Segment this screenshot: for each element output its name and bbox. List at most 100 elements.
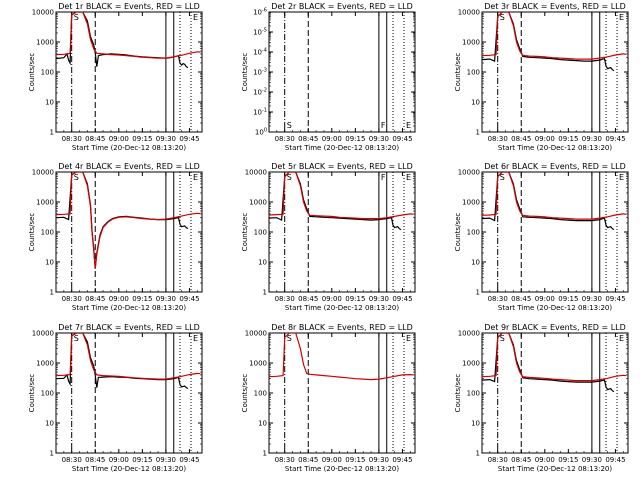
x-axis-label: Start Time (20-Dec-12 08:13:20) (72, 465, 186, 473)
y-axis-label: Counts/sec (28, 374, 36, 413)
x-tick-label: 08:30 (275, 135, 295, 143)
x-tick-label: 09:45 (605, 456, 625, 464)
y-tick-label: 10000 (245, 169, 267, 177)
x-axis-label: Start Time (20-Dec-12 08:13:20) (498, 304, 612, 312)
x-tick-label: 09:15 (345, 295, 365, 303)
x-tick-label: 08:30 (62, 456, 82, 464)
x-tick-label: 08:30 (488, 456, 508, 464)
x-axis-label: Start Time (20-Dec-12 08:13:20) (72, 144, 186, 152)
x-axis-label: Start Time (20-Dec-12 08:13:20) (285, 304, 399, 312)
series-events-line (482, 12, 615, 72)
x-tick-label: 09:15 (132, 135, 152, 143)
y-tick-label: 1000 (249, 199, 267, 207)
y-tick-label: 1000 (36, 199, 54, 207)
event-marker-label: F (381, 173, 386, 182)
x-tick-label: 09:00 (535, 135, 555, 143)
y-tick-label: 1 (50, 450, 54, 458)
event-marker-label: S (74, 13, 79, 22)
y-tick-label: 10 (471, 259, 480, 267)
x-tick-label: 09:15 (558, 135, 578, 143)
event-marker-label: S (287, 121, 292, 130)
y-axis-label: Counts/sec (241, 53, 249, 92)
panel-6: Det 6r BLACK = Events, RED = LLD 1 10 100 10… (454, 162, 629, 312)
x-tick-label: 09:45 (179, 295, 199, 303)
x-tick-label: 09:45 (392, 135, 412, 143)
x-tick-label: 09:00 (109, 295, 129, 303)
y-tick-label: 10000 (32, 330, 54, 338)
x-tick-label: 08:45 (511, 456, 531, 464)
y-tick-label: 10-4 (253, 48, 267, 57)
y-axis-label: Counts/sec (454, 53, 462, 92)
series-lld-line (482, 12, 627, 60)
panel-title: Det 3r BLACK = Events, RED = LLD (484, 2, 626, 11)
panel-1: Det 1r BLACK = Events, RED = LLD 1 10 100 10… (28, 2, 203, 152)
series-lld-line (269, 172, 414, 220)
y-tick-label: 1 (50, 129, 54, 137)
x-tick-label: 09:30 (369, 456, 389, 464)
event-marker-label: S (500, 173, 505, 182)
event-marker-label: E (406, 121, 411, 130)
y-tick-label: 100 (41, 390, 54, 398)
x-tick-label: 09:30 (156, 456, 176, 464)
event-marker-label: E (193, 173, 198, 182)
y-tick-label: 10 (471, 99, 480, 107)
panel-title: Det 8r BLACK = Events, RED = LLD (271, 323, 413, 332)
y-tick-label: 1 (263, 450, 267, 458)
x-axis-label: Start Time (20-Dec-12 08:13:20) (498, 144, 612, 152)
x-tick-label: 09:15 (558, 295, 578, 303)
y-tick-label: 10-5 (253, 28, 267, 37)
y-tick-label: 10 (45, 420, 54, 428)
x-tick-label: 09:30 (582, 295, 602, 303)
panel-title: Det 7r BLACK = Events, RED = LLD (58, 323, 200, 332)
x-tick-label: 08:30 (275, 456, 295, 464)
y-tick-label: 10 (45, 99, 54, 107)
panel-7: Det 7r BLACK = Events, RED = LLD 1 10 100 10… (28, 323, 203, 473)
x-tick-label: 09:45 (392, 456, 412, 464)
series-lld-line (56, 12, 201, 59)
event-marker-label: S (287, 334, 292, 343)
event-marker-label: E (619, 13, 624, 22)
x-tick-label: 09:15 (345, 456, 365, 464)
y-tick-label: 100 (467, 390, 480, 398)
event-marker-label: E (619, 334, 624, 343)
x-tick-label: 08:45 (511, 295, 531, 303)
y-tick-label: 1000 (249, 360, 267, 368)
event-marker-label: E (406, 334, 411, 343)
panel-4: Det 4r BLACK = Events, RED = LLD 1 10 100 10… (28, 162, 203, 312)
x-tick-label: 08:45 (298, 135, 318, 143)
panel-9: Det 9r BLACK = Events, RED = LLD 1 10 100 10… (454, 323, 629, 473)
x-tick-label: 08:45 (511, 135, 531, 143)
series-lld-line (482, 333, 627, 382)
x-tick-label: 09:30 (369, 295, 389, 303)
y-tick-label: 1 (476, 450, 480, 458)
y-tick-label: 100 (467, 229, 480, 237)
x-tick-label: 08:45 (85, 456, 105, 464)
y-tick-label: 100 (255, 128, 267, 137)
series-lld-line (56, 333, 201, 380)
event-marker-label: E (193, 13, 198, 22)
x-tick-label: 08:45 (298, 456, 318, 464)
series-lld-line (269, 333, 414, 381)
series-lld-line (56, 172, 201, 269)
x-tick-label: 09:15 (132, 456, 152, 464)
panel-5: Det 5r BLACK = Events, RED = LLD 1 10 100 10… (241, 162, 416, 312)
x-tick-label: 09:30 (582, 135, 602, 143)
x-tick-label: 09:30 (369, 135, 389, 143)
x-tick-label: 09:30 (582, 456, 602, 464)
x-tick-label: 09:45 (179, 135, 199, 143)
x-tick-label: 08:30 (488, 295, 508, 303)
y-tick-label: 1000 (36, 360, 54, 368)
x-tick-label: 09:45 (605, 135, 625, 143)
x-tick-label: 09:30 (156, 295, 176, 303)
y-tick-label: 1000 (36, 39, 54, 47)
y-tick-label: 100 (254, 229, 267, 237)
x-tick-label: 09:00 (322, 295, 342, 303)
x-tick-label: 09:00 (109, 135, 129, 143)
event-marker-label: S (500, 334, 505, 343)
y-axis-label: Counts/sec (454, 213, 462, 252)
x-tick-label: 08:45 (298, 295, 318, 303)
event-marker-label: S (74, 173, 79, 182)
y-tick-label: 100 (41, 229, 54, 237)
y-tick-label: 100 (254, 390, 267, 398)
y-tick-label: 10000 (458, 330, 480, 338)
